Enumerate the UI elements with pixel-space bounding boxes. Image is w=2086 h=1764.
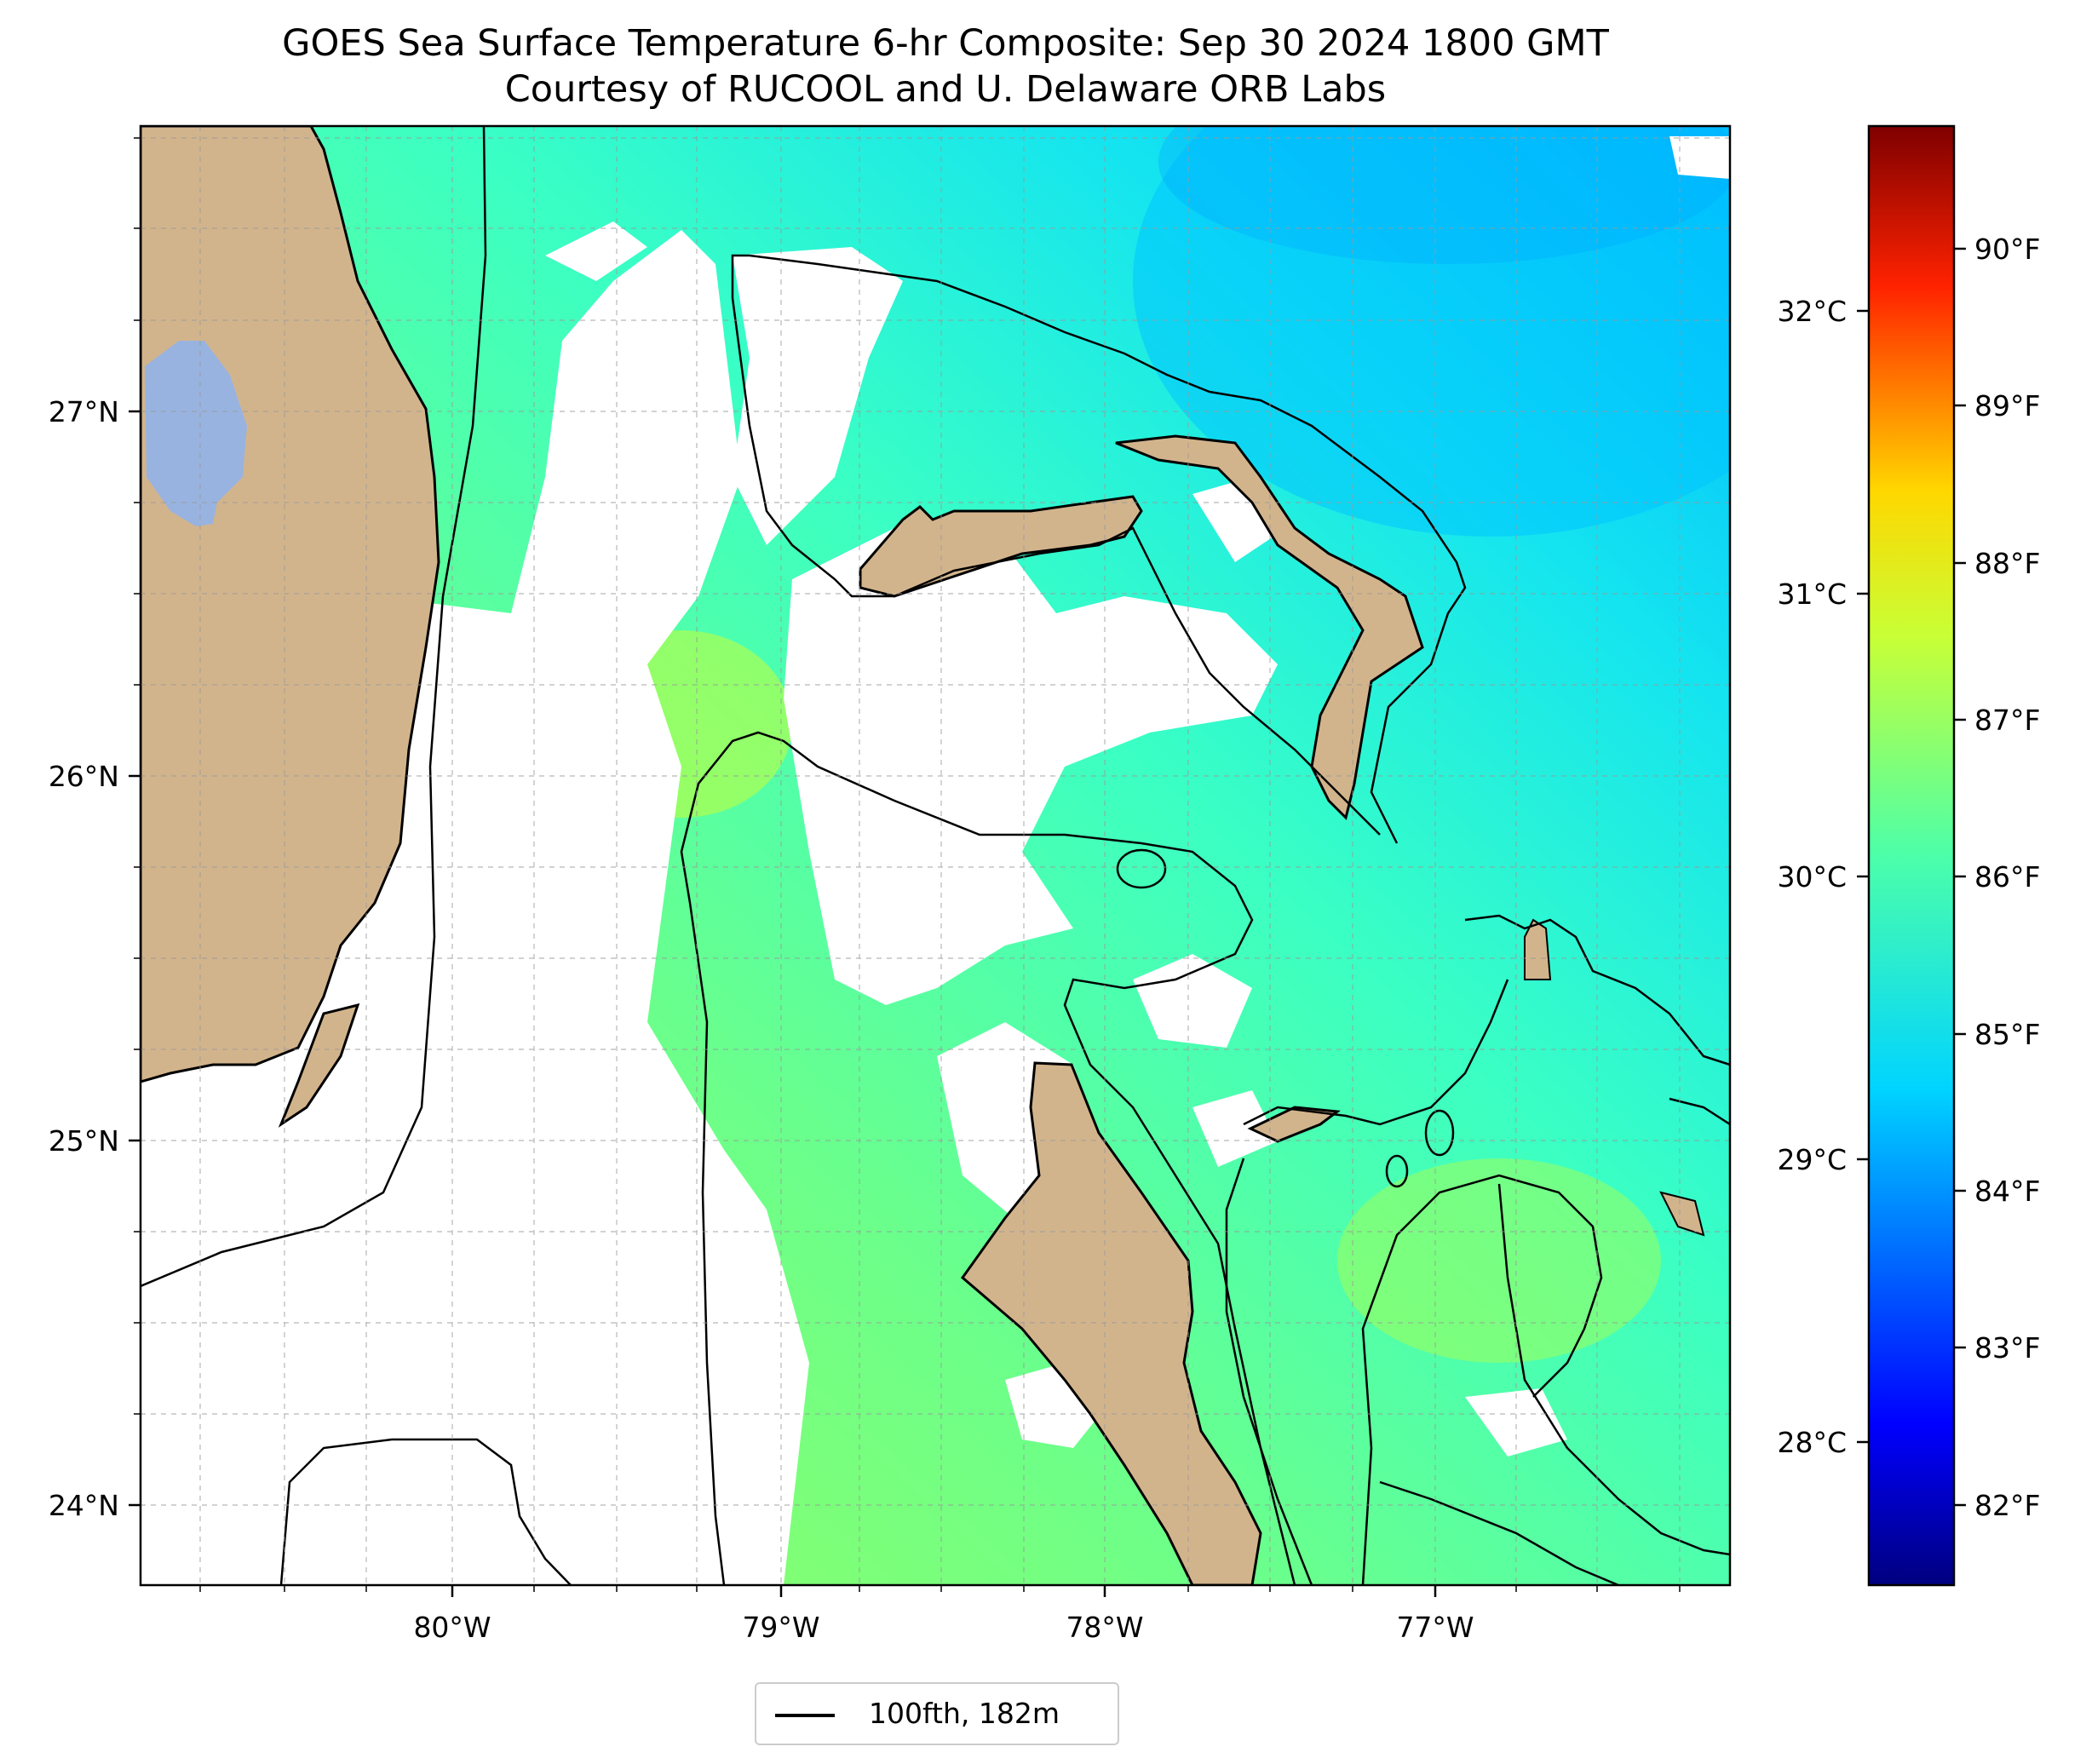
legend-label: 100fth, 182m: [869, 1697, 1060, 1730]
colorbar-celsius-label: 32°C: [1777, 295, 1847, 328]
map-frame: [139, 124, 1732, 1587]
colorbar-fahrenheit-label: 90°F: [1974, 233, 2040, 266]
lat-ticks: [129, 410, 141, 1507]
legend: 100fth, 182m: [755, 1682, 1119, 1745]
map-title: GOES Sea Surface Temperature 6-hr Compos…: [282, 22, 1609, 65]
lon-tick-label: 80°W: [413, 1611, 491, 1644]
lake-okeechobee: [145, 341, 247, 526]
cay-land: [1247, 1106, 1341, 1143]
colorbar-fahrenheit-label: 86°F: [1974, 860, 2040, 893]
lat-tick-label: 24°N: [49, 1489, 119, 1522]
colorbar-celsius-label: 29°C: [1777, 1143, 1847, 1176]
lon-ticks: [451, 1585, 1437, 1597]
colorbar-fahrenheit-label: 85°F: [1974, 1018, 2040, 1051]
lat-tick-label: 25°N: [49, 1124, 119, 1158]
grand-bahama-land: [859, 495, 1143, 598]
lon-tick-label: 79°W: [742, 1611, 819, 1644]
florida-keys: [278, 1003, 360, 1128]
sst-warm-patch: [1337, 1158, 1661, 1363]
colorbar-fahrenheit-label: 87°F: [1974, 704, 2040, 737]
lat-tick-label: 26°N: [49, 760, 119, 793]
colorbar-fahrenheit-label: 82°F: [1974, 1489, 2040, 1522]
lon-tick-label: 77°W: [1396, 1611, 1474, 1644]
colorbar-fahrenheit-ticks: [1954, 247, 1966, 1507]
colorbar-celsius-label: 28°C: [1777, 1426, 1847, 1459]
colorbar-celsius-label: 31°C: [1777, 577, 1847, 611]
lon-minor-ticks: [199, 1585, 1681, 1592]
colorbar-celsius-label: 30°C: [1777, 860, 1847, 893]
isobath-100fth: [141, 126, 1730, 1585]
map-subtitle: Courtesy of RUCOOL and U. Delaware ORB L…: [504, 68, 1387, 111]
colorbar-fahrenheit-label: 89°F: [1974, 389, 2040, 422]
abaco-land: [1115, 434, 1424, 820]
map-area: [141, 126, 1730, 1585]
colorbar-fahrenheit-label: 83°F: [1974, 1331, 2040, 1365]
colorbar: [1867, 124, 1956, 1587]
colorbar-celsius-ticks: [1857, 309, 1869, 1444]
lon-tick-label: 78°W: [1066, 1611, 1143, 1644]
cay-land: [1659, 1191, 1705, 1237]
sst-cool-patch: [1133, 126, 1730, 537]
lat-minor-ticks: [134, 137, 141, 1415]
graticule: [141, 126, 1730, 1585]
sst-cool-patch: [1158, 126, 1730, 264]
lat-tick-label: 27°N: [49, 395, 119, 428]
legend-line-swatch: [775, 1714, 835, 1717]
cay-land: [1524, 918, 1552, 980]
colorbar-fahrenheit-label: 84°F: [1974, 1175, 2040, 1208]
andros-land: [960, 1061, 1262, 1585]
colorbar-fahrenheit-label: 88°F: [1974, 547, 2040, 580]
